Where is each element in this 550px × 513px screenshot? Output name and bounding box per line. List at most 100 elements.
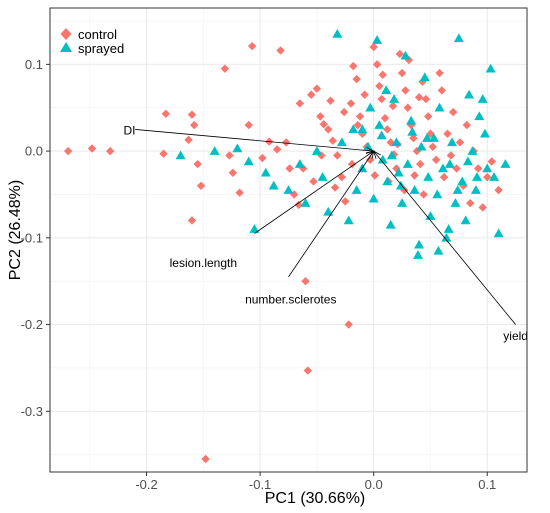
legend-label-sprayed: sprayed [78, 41, 124, 56]
point-sprayed [485, 63, 496, 73]
point-sprayed [464, 89, 475, 99]
loading-label-lesion.length: lesion.length [170, 256, 237, 270]
point-sprayed [462, 156, 473, 166]
point-sprayed [385, 219, 396, 229]
point-sprayed [249, 224, 260, 233]
point-sprayed [243, 156, 254, 166]
point-control [272, 145, 282, 154]
point-control [258, 153, 267, 163]
point-control [414, 93, 424, 102]
point-control [352, 74, 361, 84]
point-sprayed [391, 137, 402, 147]
point-control [193, 159, 202, 169]
loading-arrow-yield [373, 150, 516, 325]
point-sprayed [493, 228, 504, 238]
point-sprayed [377, 154, 388, 164]
point-control [161, 109, 171, 119]
y-tick-label: -0.1 [21, 230, 43, 245]
point-control [316, 112, 325, 121]
point-control [324, 125, 333, 134]
point-sprayed [423, 172, 434, 181]
point-sprayed [500, 159, 511, 168]
point-control [87, 144, 97, 153]
point-control [328, 136, 337, 145]
point-sprayed [428, 133, 439, 142]
x-tick-label: -0.2 [135, 477, 157, 492]
point-sprayed [382, 176, 393, 186]
grid-major [50, 8, 527, 472]
point-control [355, 112, 365, 121]
point-control [341, 197, 350, 206]
point-control [235, 188, 244, 197]
point-control [196, 181, 206, 190]
point-sprayed [434, 102, 445, 112]
point-control [337, 172, 347, 182]
point-control [483, 172, 492, 182]
point-sprayed [474, 111, 485, 121]
point-control [452, 164, 461, 173]
point-sprayed [389, 94, 400, 103]
point-control [339, 107, 349, 117]
point-sprayed [444, 159, 455, 168]
point-sprayed [422, 133, 433, 142]
point-sprayed [400, 50, 411, 60]
point-control [326, 96, 335, 105]
y-tick-label: 0.0 [25, 144, 43, 159]
point-control [285, 164, 294, 173]
point-control [319, 120, 328, 129]
point-sprayed [482, 163, 493, 173]
point-sprayed [467, 146, 478, 155]
point-control [403, 103, 412, 112]
point-sprayed [311, 146, 322, 155]
legend: control sprayed [60, 27, 124, 56]
point-control [409, 133, 418, 143]
legend-marker-control [60, 28, 72, 40]
point-control [159, 149, 168, 158]
point-sprayed [300, 198, 311, 207]
point-sprayed [381, 85, 392, 95]
point-control [353, 120, 362, 130]
point-control [410, 171, 419, 180]
point-sprayed [437, 163, 448, 173]
points-layer [63, 29, 511, 464]
point-control [303, 366, 313, 375]
point-control [312, 84, 322, 93]
point-sprayed [402, 159, 413, 168]
point-control [377, 94, 386, 104]
point-control [294, 200, 303, 210]
point-sprayed [332, 29, 343, 38]
point-control [397, 68, 407, 78]
point-control [372, 60, 382, 69]
point-control [416, 159, 425, 169]
point-control [423, 112, 433, 121]
point-control [395, 49, 404, 59]
y-tick-label: 0.1 [25, 57, 43, 72]
point-sprayed [374, 120, 385, 129]
point-control [462, 120, 472, 130]
point-control [309, 177, 318, 186]
point-sprayed [457, 176, 468, 186]
point-sprayed [419, 72, 430, 82]
point-control [190, 120, 199, 130]
point-sprayed [479, 128, 490, 138]
point-control [295, 99, 305, 108]
point-control [247, 41, 257, 51]
point-control [437, 86, 447, 95]
point-sprayed [460, 215, 471, 225]
point-sprayed [294, 159, 305, 168]
point-control [435, 68, 444, 78]
point-sprayed [323, 206, 334, 216]
point-control [346, 99, 356, 108]
point-control [428, 142, 437, 151]
point-sprayed [450, 198, 461, 207]
point-sprayed [409, 185, 420, 194]
point-sprayed [363, 141, 373, 151]
point-control [184, 135, 193, 145]
point-control [369, 42, 378, 52]
point-control [404, 55, 414, 65]
point-control [276, 46, 285, 55]
loading-arrow-DI [135, 129, 374, 152]
point-control [63, 146, 73, 156]
point-sprayed [317, 172, 328, 181]
